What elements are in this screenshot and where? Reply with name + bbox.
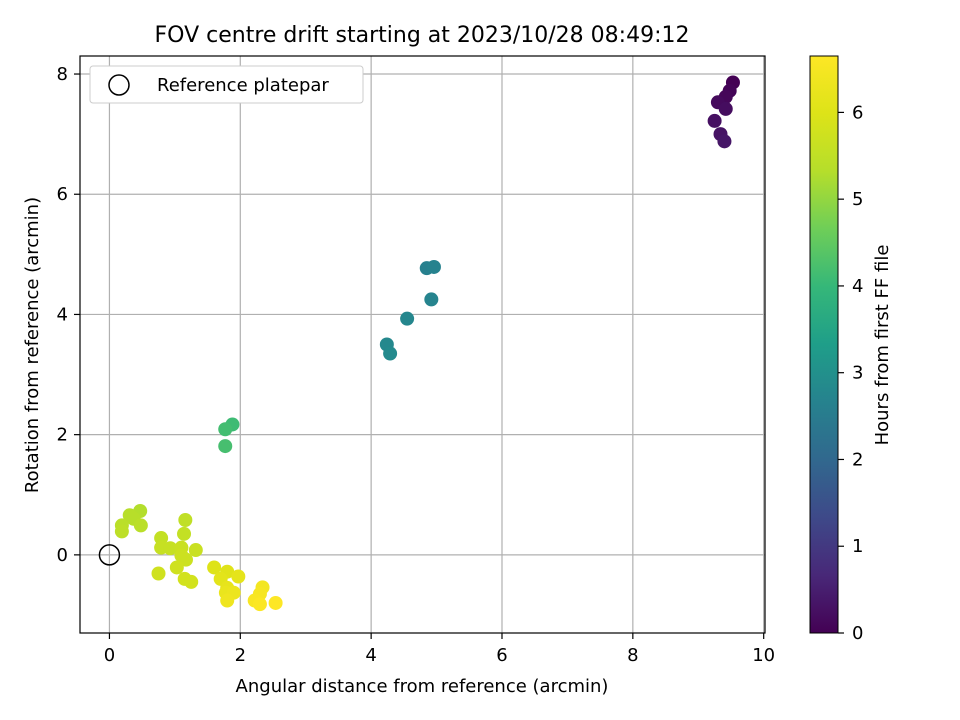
colorbar-label: Hours from first FF file — [872, 245, 893, 446]
legend-label: Reference platepar — [157, 75, 329, 96]
data-point — [400, 311, 415, 326]
x-tick-label: 6 — [496, 645, 507, 666]
x-tick-label: 10 — [752, 645, 775, 666]
data-point — [718, 101, 733, 116]
y-tick-label: 0 — [57, 545, 68, 566]
colorbar-tick-label: 2 — [852, 449, 863, 470]
chart-title: FOV centre drift starting at 2023/10/28 … — [155, 23, 690, 48]
x-tick-label: 2 — [235, 645, 246, 666]
scatter-points — [114, 75, 740, 612]
x-tick-label: 0 — [104, 645, 115, 666]
y-axis-label: Rotation from reference (arcmin) — [22, 197, 43, 493]
data-point — [707, 113, 722, 128]
data-point — [717, 134, 732, 149]
data-point — [252, 597, 267, 612]
x-tick-label: 4 — [365, 645, 376, 666]
reference-marker — [98, 544, 121, 566]
data-point — [154, 531, 169, 546]
data-point — [424, 292, 439, 307]
data-point — [207, 560, 222, 575]
data-point — [178, 513, 193, 528]
colorbar-tick-label: 5 — [852, 189, 863, 210]
plot-frame — [79, 55, 766, 634]
data-point — [218, 439, 233, 454]
colorbar-tick-label: 4 — [852, 276, 863, 297]
y-tick-label: 4 — [57, 304, 68, 325]
legend: Reference platepar — [89, 65, 364, 104]
data-point — [188, 543, 203, 558]
data-point — [169, 560, 184, 575]
colorbar — [809, 55, 839, 634]
data-point — [178, 552, 193, 567]
x-tick-label: 8 — [627, 645, 638, 666]
data-point — [383, 346, 398, 361]
legend-marker — [108, 74, 130, 96]
data-point — [151, 566, 166, 581]
reference-point-marker — [98, 544, 121, 566]
colorbar-ticks: 0 1 2 3 4 5 6 — [838, 102, 863, 644]
data-point — [114, 524, 129, 539]
x-axis-ticks: 0 2 4 6 8 10 — [104, 633, 775, 666]
data-point — [268, 595, 283, 610]
legend-box — [89, 65, 364, 104]
data-point — [177, 526, 192, 541]
data-point — [218, 422, 233, 437]
y-tick-label: 6 — [57, 184, 68, 205]
data-point — [231, 569, 246, 584]
y-tick-label: 8 — [57, 64, 68, 85]
colorbar-tick-label: 6 — [852, 102, 863, 123]
colorbar-tick-label: 0 — [852, 623, 863, 644]
data-point — [163, 541, 178, 556]
x-axis-label: Angular distance from reference (arcmin) — [236, 676, 609, 697]
data-point — [133, 518, 148, 533]
data-point — [426, 259, 441, 274]
data-point — [184, 574, 199, 589]
colorbar-tick-label: 1 — [852, 536, 863, 557]
colorbar-tick-label: 3 — [852, 363, 863, 384]
y-axis-ticks: 0 2 4 6 8 — [57, 64, 80, 566]
data-point — [220, 593, 235, 608]
y-tick-label: 2 — [57, 425, 68, 446]
